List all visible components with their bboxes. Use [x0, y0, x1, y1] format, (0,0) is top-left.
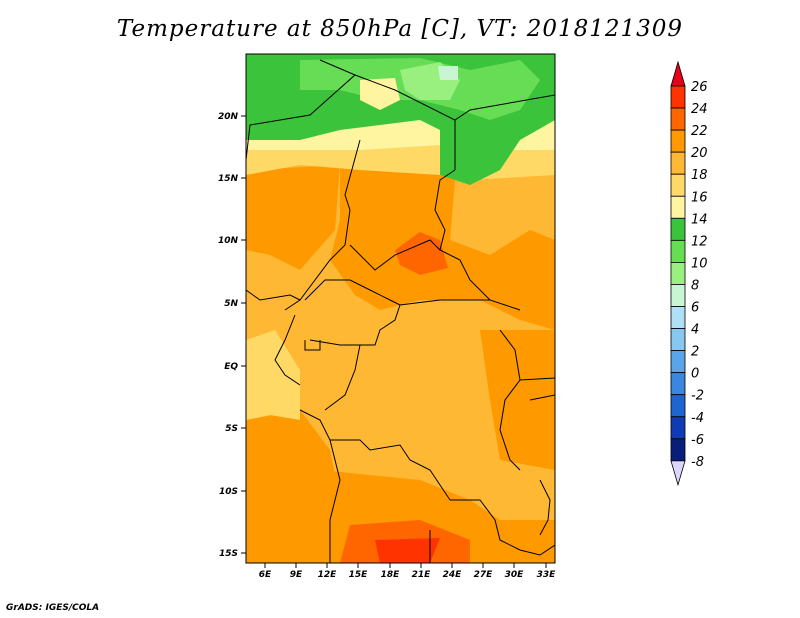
colorbar-box — [670, 350, 686, 374]
colorbar-box — [670, 85, 686, 109]
colorbar-label: 12 — [691, 234, 708, 249]
colorbar-bottom-arrow — [670, 460, 686, 487]
colorbar-box — [670, 261, 686, 285]
colorbar-label: 8 — [691, 278, 699, 293]
colorbar-box — [670, 173, 686, 197]
colorbar-label: 4 — [691, 323, 699, 338]
colorbar-label: 26 — [691, 80, 708, 95]
colorbar-label: 24 — [691, 102, 708, 117]
colorbar-label: 22 — [691, 124, 708, 139]
colorbar-box — [670, 328, 686, 351]
colorbar-box — [670, 129, 686, 153]
country-boundaries — [246, 59, 555, 563]
lon-label-6e: 6E — [259, 570, 272, 580]
colorbar-label: -4 — [691, 411, 704, 426]
lon-label-30e: 30E — [505, 570, 525, 580]
lat-label-20n: 20N — [218, 112, 239, 122]
lon-label-33e: 33E — [537, 570, 557, 580]
colorbar-box — [670, 306, 686, 329]
colorbar-box — [670, 151, 686, 175]
colorbar-box — [670, 107, 686, 131]
lon-label-21e: 21E — [412, 570, 432, 580]
colorbar-label: 20 — [691, 146, 708, 161]
colorbar-label: 2 — [691, 345, 699, 360]
colorbar-box — [670, 195, 686, 219]
lon-label-9e: 9E — [290, 570, 303, 580]
longitude-axis: 6E 9E 12E 15E 18E 21E 24E 27E 30E 33E — [259, 563, 556, 580]
lat-label-eq: EQ — [224, 362, 238, 372]
lon-label-27e: 27E — [474, 570, 494, 580]
colorbar-top-arrow — [670, 60, 686, 87]
colorbar-box — [670, 416, 686, 440]
colorbar-box — [670, 438, 686, 462]
colorbar-label: -8 — [691, 455, 704, 470]
colorbar-label: 0 — [691, 367, 699, 382]
temperature-field — [246, 54, 555, 563]
colorbar-label: 16 — [691, 190, 708, 205]
lat-label-10s: 10S — [219, 487, 238, 497]
colorbar-label: -2 — [691, 389, 704, 404]
colorbar-box — [670, 284, 686, 307]
latitude-axis: 20N 15N 10N 5N EQ 5S 10S 15S — [218, 112, 246, 559]
lat-label-10n: 10N — [218, 236, 239, 246]
chart-title: Temperature at 850hPa [C], VT: 201812130… — [116, 16, 684, 42]
colorbar-label: 10 — [691, 256, 708, 271]
map-frame — [245, 53, 556, 564]
lat-label-5s: 5S — [225, 424, 238, 434]
lon-label-24e: 24E — [443, 570, 463, 580]
colorbar-label: 18 — [691, 168, 708, 183]
lat-label-5n: 5N — [224, 299, 238, 309]
lat-label-15s: 15S — [219, 549, 238, 559]
lon-label-12e: 12E — [318, 570, 338, 580]
footer-credit: GrADS: IGES/COLA — [6, 603, 100, 613]
colorbar-box — [670, 394, 686, 418]
lat-label-15n: 15N — [218, 174, 239, 184]
lon-label-15e: 15E — [349, 570, 369, 580]
colorbar-label: 14 — [691, 212, 708, 227]
colorbar-box — [670, 217, 686, 241]
colorbar-box — [670, 372, 686, 396]
colorbar-label: 6 — [691, 301, 699, 316]
colorbar-label: -6 — [691, 433, 704, 448]
colorbar-box — [670, 239, 686, 263]
lon-label-18e: 18E — [381, 570, 401, 580]
